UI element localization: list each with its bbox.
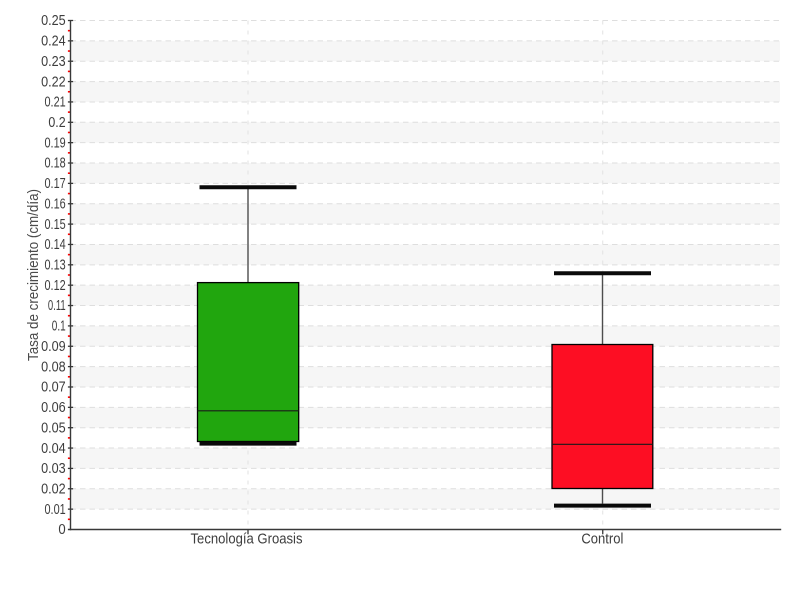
svg-text:0.19: 0.19 xyxy=(45,135,66,151)
svg-text:0.08: 0.08 xyxy=(41,359,66,375)
svg-text:0.15: 0.15 xyxy=(45,217,66,233)
svg-text:0.09: 0.09 xyxy=(41,339,66,355)
svg-text:0.21: 0.21 xyxy=(45,95,66,111)
svg-text:0.24: 0.24 xyxy=(41,34,66,50)
svg-text:0.07: 0.07 xyxy=(41,380,66,396)
svg-text:0.06: 0.06 xyxy=(41,400,66,416)
svg-text:0.11: 0.11 xyxy=(48,298,66,314)
svg-text:Tecnología Groasis: Tecnología Groasis xyxy=(191,531,303,547)
svg-text:0.23: 0.23 xyxy=(41,54,66,70)
svg-text:0.02: 0.02 xyxy=(41,481,66,497)
svg-text:0.05: 0.05 xyxy=(41,420,66,436)
svg-text:0.2: 0.2 xyxy=(48,115,65,131)
svg-text:0.25: 0.25 xyxy=(41,13,66,29)
svg-text:0.22: 0.22 xyxy=(41,74,66,90)
svg-text:0.13: 0.13 xyxy=(45,258,66,274)
svg-text:0.17: 0.17 xyxy=(45,176,66,192)
svg-text:0.14: 0.14 xyxy=(45,237,66,253)
svg-text:0.18: 0.18 xyxy=(45,156,66,172)
svg-text:0.01: 0.01 xyxy=(45,502,66,518)
svg-text:0.04: 0.04 xyxy=(41,441,66,457)
svg-text:Control: Control xyxy=(581,531,623,547)
svg-text:Tasa de crecimiento (cm/día): Tasa de crecimiento (cm/día) xyxy=(25,189,42,361)
svg-text:0.12: 0.12 xyxy=(45,278,66,294)
svg-text:0.1: 0.1 xyxy=(52,319,66,335)
svg-text:0: 0 xyxy=(58,522,65,538)
svg-text:0.16: 0.16 xyxy=(45,196,66,212)
svg-text:0.03: 0.03 xyxy=(41,461,66,477)
